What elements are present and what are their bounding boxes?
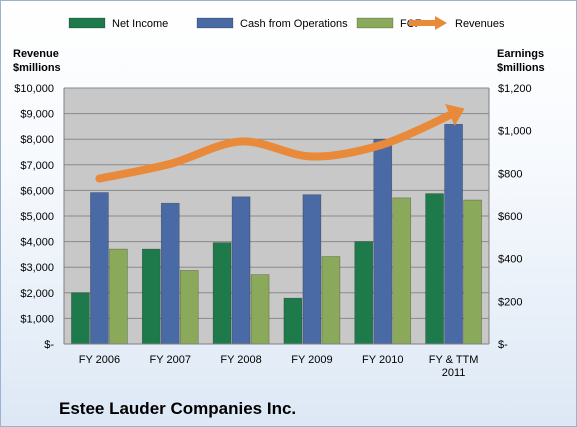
bar-cash-from-operations xyxy=(444,123,463,345)
left-tick-label: $4,000 xyxy=(20,237,54,249)
left-tick-label: $7,000 xyxy=(20,160,54,172)
bar-net-income xyxy=(354,241,374,345)
legend-swatch xyxy=(356,17,394,29)
left-tick-label: $3,000 xyxy=(20,262,54,274)
legend-label: Net Income xyxy=(112,18,168,30)
left-tick-label: $- xyxy=(44,339,54,351)
bar-fcf xyxy=(250,274,270,345)
x-tick-label: FY 2010 xyxy=(362,354,403,366)
right-tick-label: $- xyxy=(498,339,508,351)
bar-cash-from-operations xyxy=(90,192,109,345)
left-tick-label: $2,000 xyxy=(20,288,54,300)
bar-net-income xyxy=(141,248,161,345)
company-name: Estee Lauder Companies Inc. xyxy=(59,399,297,418)
bar-cash-from-operations xyxy=(302,194,322,345)
left-tick-label: $6,000 xyxy=(20,185,54,197)
right-axis-title-line-2: $millions xyxy=(497,62,545,74)
legend-swatch xyxy=(196,17,234,29)
x-tick-label: 2011 xyxy=(442,367,466,379)
legend-swatch xyxy=(68,17,106,29)
bar-net-income xyxy=(283,297,303,345)
bar-cash-from-operations xyxy=(160,202,180,345)
right-axis-title: Earnings $millions xyxy=(497,47,545,75)
bar-fcf xyxy=(109,248,128,345)
right-axis-title-line-1: Earnings xyxy=(497,48,545,60)
left-tick-label: $1,000 xyxy=(20,313,54,325)
legend-swatch-arrowhead xyxy=(435,16,447,30)
bar-fcf xyxy=(179,270,199,345)
bar-net-income xyxy=(212,242,232,345)
left-tick-label: $8,000 xyxy=(20,134,54,146)
bar-net-income xyxy=(425,193,444,345)
left-tick-label: $9,000 xyxy=(20,109,54,121)
right-tick-label: $200 xyxy=(498,296,522,308)
bar-fcf xyxy=(321,256,341,345)
bar-cash-from-operations xyxy=(231,196,251,345)
left-tick-label: $10,000 xyxy=(14,83,54,95)
right-tick-label: $400 xyxy=(498,254,522,266)
x-tick-label: FY & TTM xyxy=(429,354,479,366)
right-tick-label: $600 xyxy=(498,211,522,223)
right-tick-label: $1,200 xyxy=(498,83,532,95)
x-tick-label: FY 2006 xyxy=(79,354,120,366)
bar-cash-from-operations xyxy=(373,138,393,345)
bar-fcf xyxy=(463,199,482,345)
bar-fcf xyxy=(392,197,412,345)
x-tick-label: FY 2008 xyxy=(220,354,261,366)
left-tick-label: $5,000 xyxy=(20,211,54,223)
x-tick-label: FY 2009 xyxy=(291,354,332,366)
left-axis-title: Revenue $millions xyxy=(13,47,61,75)
legend-label: Revenues xyxy=(455,18,505,30)
right-tick-label: $800 xyxy=(498,168,522,180)
bar-net-income xyxy=(71,292,90,345)
revenues-line xyxy=(95,109,458,183)
revenues-arrowhead xyxy=(445,103,465,126)
x-tick-label: FY 2007 xyxy=(150,354,191,366)
legend-label: Cash from Operations xyxy=(240,18,348,30)
right-tick-label: $1,000 xyxy=(498,126,532,138)
left-axis-title-line-1: Revenue xyxy=(13,48,59,60)
left-axis-title-line-2: $millions xyxy=(13,62,61,74)
